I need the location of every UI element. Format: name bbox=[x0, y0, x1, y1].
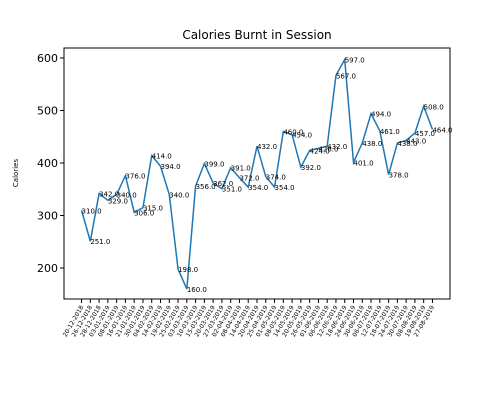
y-tick-label: 300 bbox=[37, 210, 58, 223]
data-label: 597.0 bbox=[345, 57, 365, 65]
data-label: 340.0 bbox=[169, 192, 189, 200]
data-label: 362.0 bbox=[213, 180, 233, 188]
data-label: 424.0 bbox=[310, 147, 330, 155]
data-label: 251.0 bbox=[90, 238, 110, 246]
data-label: 376.0 bbox=[125, 173, 145, 181]
plot-frame bbox=[63, 47, 451, 300]
data-label: 356.0 bbox=[196, 183, 216, 191]
chart-title: Calories Burnt in Session bbox=[182, 28, 331, 42]
data-label: 198.0 bbox=[178, 266, 198, 274]
data-label: 394.0 bbox=[161, 163, 181, 171]
y-tick-label: 400 bbox=[37, 157, 58, 170]
data-label: 494.0 bbox=[371, 111, 391, 119]
data-label: 461.0 bbox=[380, 128, 400, 136]
data-label: 378.0 bbox=[389, 172, 409, 180]
data-label: 414.0 bbox=[152, 153, 172, 161]
data-label: 438.0 bbox=[362, 140, 382, 148]
data-label: 432.0 bbox=[327, 143, 347, 151]
data-label: 432.0 bbox=[257, 143, 277, 151]
data-label: 160.0 bbox=[187, 286, 207, 294]
data-label: 374.0 bbox=[266, 174, 286, 182]
data-label: 392.0 bbox=[301, 164, 321, 172]
data-label: 354.0 bbox=[275, 184, 295, 192]
data-label: 340.0 bbox=[117, 192, 137, 200]
data-label: 567.0 bbox=[336, 72, 356, 80]
data-label: 454.0 bbox=[292, 132, 312, 140]
line bbox=[80, 57, 434, 290]
data-label: 438.0 bbox=[397, 140, 417, 148]
data-label: 310.0 bbox=[82, 207, 102, 215]
data-label: 460.0 bbox=[283, 128, 303, 136]
data-label: 428.0 bbox=[318, 145, 338, 153]
data-label: 342.0 bbox=[99, 190, 119, 198]
data-label: 443.0 bbox=[406, 137, 426, 145]
data-label: 329.0 bbox=[108, 197, 128, 205]
data-label: 391.0 bbox=[231, 165, 251, 173]
data-label: 351.0 bbox=[222, 186, 242, 194]
data-label: 315.0 bbox=[143, 205, 163, 213]
data-label: 399.0 bbox=[204, 161, 224, 169]
data-label: 306.0 bbox=[134, 209, 154, 217]
y-tick-label: 500 bbox=[37, 104, 58, 117]
y-tick-label: 600 bbox=[37, 52, 58, 65]
data-label: 464.0 bbox=[432, 126, 452, 134]
y-tick-label: 200 bbox=[37, 262, 58, 275]
data-label: 508.0 bbox=[424, 103, 444, 111]
y-axis-label: Calories bbox=[12, 159, 20, 188]
data-label: 457.0 bbox=[415, 130, 435, 138]
data-label: 372.0 bbox=[239, 175, 259, 183]
data-label: 401.0 bbox=[354, 159, 374, 167]
data-label: 354.0 bbox=[248, 184, 268, 192]
